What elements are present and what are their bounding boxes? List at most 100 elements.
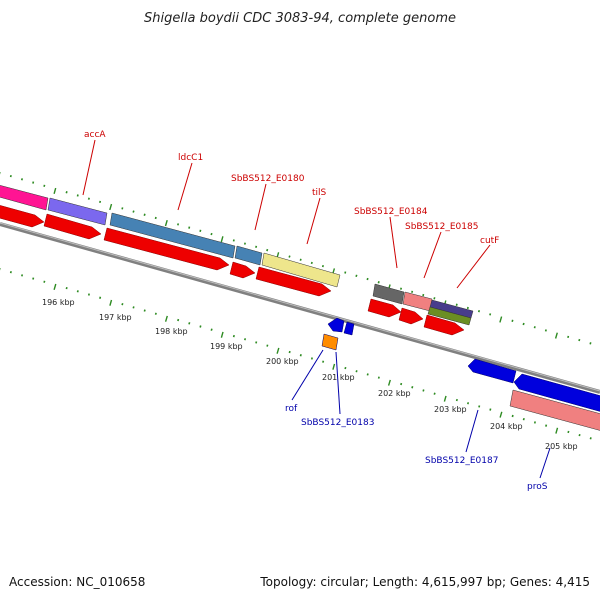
minor-tick [210,232,213,236]
gene-ldcC1-b[interactable] [234,245,263,266]
outer-labels: accA ldcC1 SbBS512_E0180 tilS SbBS512_E0… [82,130,499,289]
leader-proS [539,447,551,479]
minor-tick [65,191,68,194]
minor-tick [299,354,302,357]
minor-tick [177,318,180,322]
feature-track-top [0,184,474,326]
minor-tick [210,328,213,331]
minor-tick [199,229,202,232]
minor-tick [121,302,124,306]
minor-tick [244,338,247,341]
cds-forward-3[interactable] [103,227,230,271]
major-tick [499,316,503,323]
minor-tick [76,194,79,197]
minor-tick [288,255,291,258]
cds-forward-4[interactable] [229,261,256,279]
label-tilS[interactable]: tilS [312,188,327,198]
minor-tick [177,223,180,226]
leader-accA [82,139,96,196]
minor-tick [76,290,79,293]
minor-tick [188,226,191,229]
minor-tick [533,421,536,424]
gene-E0184[interactable] [372,283,405,305]
minor-tick [266,248,269,252]
backbone-highlight [0,222,600,392]
minor-tick [310,261,313,265]
minor-tick [478,405,481,408]
label-E0187[interactable]: SbBS512_E0187 [425,456,498,466]
label-ldcC1[interactable]: ldcC1 [178,153,203,163]
minor-tick [477,309,481,313]
gene-accA-purple[interactable] [47,197,108,226]
minor-tick [422,389,425,392]
minor-tick [467,402,470,405]
kbp-label: 198 kbp [155,327,188,336]
minor-tick [344,271,347,274]
cds-forward-1[interactable] [0,204,45,228]
kbp-label: 197 kbp [99,313,132,322]
minor-tick [522,417,525,421]
cds-reverse-3[interactable] [467,358,517,384]
gene-rof[interactable] [321,333,339,351]
label-rof[interactable]: rof [285,404,298,414]
gene-accA-pink[interactable] [0,184,49,211]
minor-tick [255,341,258,344]
minor-tick [199,325,202,328]
minor-tick [132,210,135,213]
gene-ldcC1[interactable] [109,212,236,259]
major-tick [443,395,447,402]
minor-tick [411,386,414,389]
minor-tick [32,277,35,280]
label-proS[interactable]: proS [527,482,548,492]
minor-tick [400,382,403,386]
minor-tick [411,290,414,294]
cds-forward-6[interactable] [367,298,402,318]
cds-reverse-1[interactable] [327,317,345,333]
kbp-label: 200 kbp [266,357,299,366]
leader-E0187 [465,409,479,453]
kbp-label: 202 kbp [378,389,411,398]
label-E0184[interactable]: SbBS512_E0184 [354,207,428,217]
cds-forward-8[interactable] [423,314,465,336]
gene-proS[interactable] [509,389,600,431]
major-tick [53,187,57,194]
minor-tick [366,373,369,376]
leader-rof [291,349,324,401]
minor-tick [310,357,313,360]
cds-reverse-2[interactable] [343,321,355,336]
cds-forward-track [0,204,465,336]
minor-tick [466,306,469,310]
gene-tilS[interactable] [261,252,341,288]
cds-forward-2[interactable] [43,213,102,240]
gene-E0185[interactable] [402,291,433,312]
minor-tick [232,239,235,242]
minor-tick [232,334,235,338]
leader-cutF [456,244,491,289]
label-E0180[interactable]: SbBS512_E0180 [231,174,305,184]
cds-reverse-4[interactable] [513,373,600,412]
minor-tick [567,335,570,339]
cds-reverse-track [321,317,600,431]
gene-olive[interactable] [427,306,472,326]
minor-tick [455,303,458,306]
kbp-label: 201 kbp [322,373,355,382]
minor-tick [299,258,302,261]
label-E0185[interactable]: SbBS512_E0185 [405,222,478,232]
label-cutF[interactable]: cutF [480,236,499,246]
cds-forward-5[interactable] [255,266,332,297]
label-accA[interactable]: accA [84,130,106,140]
cds-forward-7[interactable] [398,307,424,325]
leader-tilS [306,197,321,245]
minor-tick [511,319,514,322]
minor-tick [9,270,12,274]
minor-tick [188,322,191,325]
minor-tick [288,350,291,354]
label-E0183[interactable]: SbBS512_E0183 [301,418,374,428]
minor-tick [154,216,157,220]
minor-tick [65,286,68,290]
minor-tick [377,281,380,284]
kbp-label: 199 kbp [210,342,243,351]
minor-tick [377,376,380,379]
minor-tick [422,293,425,297]
